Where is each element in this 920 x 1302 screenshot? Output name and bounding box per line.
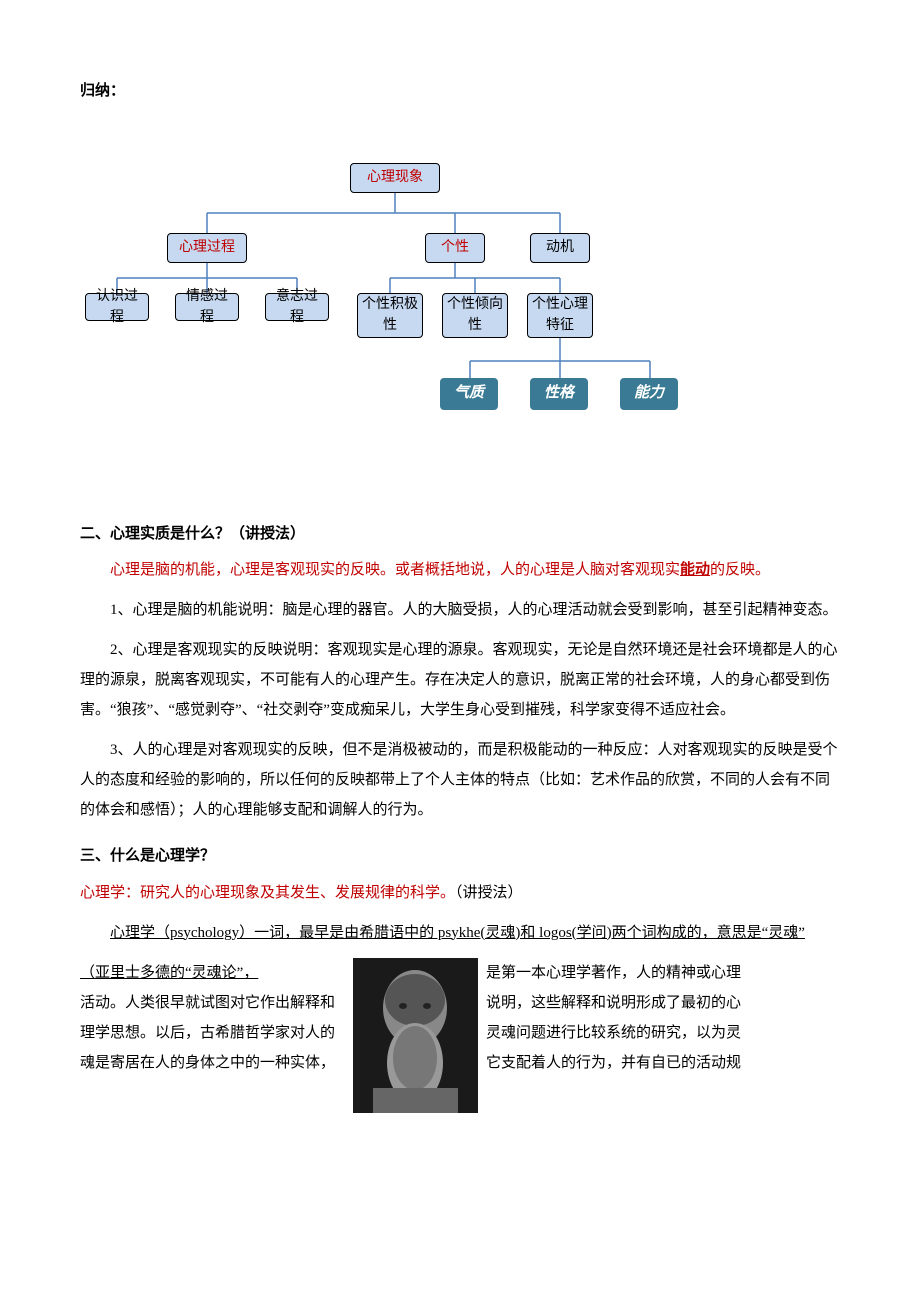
section3-wrapped-text: （亚里士多德的“灵魂论”， 活动。人类很早就试图对它作出解释和 理学思想。以后，…: [80, 958, 840, 1113]
node-ability: 能力: [620, 378, 678, 410]
section2-p1: 1、心理是脑的机能说明：脑是心理的器官。人的大脑受损，人的心理活动就会受到影响，…: [80, 595, 840, 625]
node-traits: 个性心理特征: [527, 293, 593, 338]
node-root-label: 心理现象: [367, 167, 423, 188]
section2-intro: 心理是脑的机能，心理是客观现实的反映。或者概括地说，人的心理是人脑对客观现实能动…: [80, 555, 840, 585]
section2-heading: 二、心理实质是什么？（讲授法）: [80, 523, 840, 546]
wrap-right-line-2: 灵魂问题进行比较系统的研究，以为灵: [486, 1025, 741, 1041]
section3-heading: 三、什么是心理学？: [80, 845, 840, 868]
section3-def-suffix: （讲授法）: [455, 885, 523, 901]
node-process: 心理过程: [167, 233, 247, 263]
section3-definition: 心理学：研究人的心理现象及其发生、发展规律的科学。（讲授法）: [80, 878, 840, 908]
wrap-left-line-0: （亚里士多德的“灵魂论”，: [80, 965, 258, 981]
node-temperament: 气质: [440, 378, 498, 410]
node-cognition-label: 认识过程: [90, 286, 144, 328]
node-tendency: 个性倾向性: [442, 293, 508, 338]
node-traits-label: 个性心理特征: [532, 294, 588, 336]
node-personality: 个性: [425, 233, 485, 263]
node-tendency-label: 个性倾向性: [447, 294, 503, 336]
node-process-label: 心理过程: [179, 237, 235, 258]
node-will: 意志过程: [265, 293, 329, 321]
node-motive: 动机: [530, 233, 590, 263]
node-emotion: 情感过程: [175, 293, 239, 321]
node-character: 性格: [530, 378, 588, 410]
node-personality-label: 个性: [441, 237, 469, 258]
wrap-right-column: 是第一本心理学著作，人的精神或心理 说明，这些解释和说明形成了最初的心 灵魂问题…: [486, 958, 840, 1078]
node-cognition: 认识过程: [85, 293, 149, 321]
node-will-label: 意志过程: [270, 286, 324, 328]
section2-intro-keyword: 能动: [680, 562, 710, 578]
section2-intro-post: 的反映。: [710, 562, 770, 578]
node-root: 心理现象: [350, 163, 440, 193]
section3-etym-text: 心理学（psychology）一词，最早是由希腊语中的 psykhe(灵魂)和 …: [110, 925, 805, 941]
section3-etymology: 心理学（psychology）一词，最早是由希腊语中的 psykhe(灵魂)和 …: [80, 918, 840, 948]
node-activity-label: 个性积极性: [362, 294, 418, 336]
wrap-left-line-1: 活动。人类很早就试图对它作出解释和: [80, 995, 335, 1011]
node-character-label: 性格: [544, 382, 574, 405]
node-temperament-label: 气质: [454, 382, 484, 405]
node-emotion-label: 情感过程: [180, 286, 234, 328]
section2-intro-pre: 心理是脑的机能，心理是客观现实的反映。或者概括地说，人的心理是人脑对客观现实: [110, 562, 680, 578]
wrap-left-column: （亚里士多德的“灵魂论”， 活动。人类很早就试图对它作出解释和 理学思想。以后，…: [80, 958, 345, 1078]
summary-heading: 归纳：: [80, 80, 840, 103]
wrap-right-line-1: 说明，这些解释和说明形成了最初的心: [486, 995, 741, 1011]
hierarchy-diagram: 心理现象 心理过程 个性 动机 认识过程 情感过程 意志过程 个性积极性 个性倾…: [80, 163, 720, 483]
node-motive-label: 动机: [546, 237, 574, 258]
wrap-right-line-3: 它支配着人的行为，并有自已的活动规: [486, 1055, 741, 1071]
wrap-left-line-3: 魂是寄居在人的身体之中的一种实体，: [80, 1055, 335, 1071]
node-activity: 个性积极性: [357, 293, 423, 338]
aristotle-portrait: [353, 958, 478, 1113]
section2-p2: 2、心理是客观现实的反映说明：客观现实是心理的源泉。客观现实，无论是自然环境还是…: [80, 635, 840, 725]
section3-def-text: 心理学：研究人的心理现象及其发生、发展规律的科学。: [80, 885, 455, 901]
wrap-left-line-2: 理学思想。以后，古希腊哲学家对人的: [80, 1025, 335, 1041]
section2-p3: 3、人的心理是对客观现实的反映，但不是消极被动的，而是积极能动的一种反应：人对客…: [80, 735, 840, 825]
node-ability-label: 能力: [634, 382, 664, 405]
wrap-right-line-0: 是第一本心理学著作，人的精神或心理: [486, 965, 741, 981]
